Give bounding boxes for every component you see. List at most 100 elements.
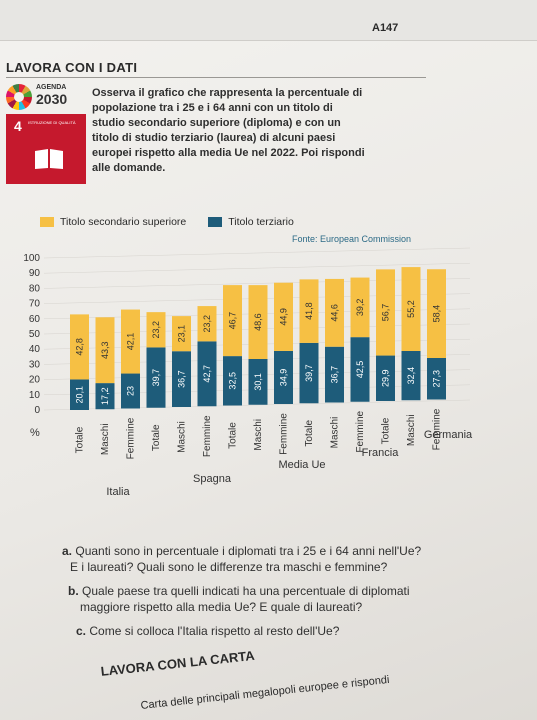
data-label-secondary: 39,2 xyxy=(355,299,365,317)
data-label-tertiary: 27,3 xyxy=(432,370,442,388)
category-label: Femmine xyxy=(355,410,366,452)
bar-secondary xyxy=(121,309,140,374)
data-label-tertiary: 30,1 xyxy=(253,373,263,391)
intro-line: europei rispetto alla media Ue nel 2022.… xyxy=(92,147,365,159)
bar-secondary xyxy=(401,267,421,352)
bar-secondary xyxy=(325,278,344,347)
category-label: Totale xyxy=(151,424,162,451)
category-label: Totale xyxy=(75,426,86,453)
data-label-tertiary: 42,7 xyxy=(202,365,212,383)
data-label-secondary: 43,3 xyxy=(100,341,110,359)
y-tick-label: 90 xyxy=(29,268,41,279)
data-label-tertiary: 36,7 xyxy=(177,370,187,388)
data-label-secondary: 44,9 xyxy=(279,308,289,326)
question-text: Quanti sono in percentuale i diplomati t… xyxy=(75,544,422,558)
bar-tertiary xyxy=(146,347,166,408)
bar-secondary xyxy=(197,306,217,342)
category-label: Maschi xyxy=(100,423,111,455)
sdg-number: 4 xyxy=(14,118,22,134)
question-letter: c. xyxy=(76,624,87,638)
bar-secondary xyxy=(299,279,319,343)
bar-secondary xyxy=(274,282,293,351)
question-a-line2: E i laureati? Quali sono le differenze t… xyxy=(70,560,388,574)
header-band xyxy=(0,0,537,41)
group-label: Italia xyxy=(106,486,130,498)
stacked-bar-chart: 0 10 20 30 40 50 60 70 80 90 100% 20,1 42,8 Totale 17,… xyxy=(23,247,473,498)
question-b-line2: maggiore rispetto alla media Ue? E quale… xyxy=(80,600,363,614)
data-label-secondary: 46,7 xyxy=(228,312,238,330)
group-label: Spagna xyxy=(193,473,232,485)
bar-tertiary xyxy=(401,351,421,401)
data-label-secondary: 58,4 xyxy=(432,305,442,323)
category-label: Femmine xyxy=(202,415,213,457)
bar-tertiary xyxy=(95,383,115,410)
data-label-tertiary: 20,1 xyxy=(75,386,85,404)
y-tick-label: 40 xyxy=(29,344,41,355)
bar-tertiary xyxy=(223,356,242,406)
category-label: Femmine xyxy=(279,413,290,455)
category-label: Totale xyxy=(304,419,315,446)
y-tick-label: 50 xyxy=(29,329,41,340)
legend-label-tertiary: Titolo terziario xyxy=(228,216,294,228)
bar-secondary xyxy=(427,269,446,359)
question-b-line1: b. Quale paese tra quelli indicati ha un… xyxy=(68,584,410,598)
y-tick-label: 20 xyxy=(29,375,41,386)
next-section-text: Carta delle principali megalopoli europe… xyxy=(140,673,390,712)
data-label-tertiary: 29,9 xyxy=(381,370,391,388)
data-label-tertiary: 36,7 xyxy=(330,366,340,384)
data-label-tertiary: 42,5 xyxy=(355,361,365,379)
bar-tertiary xyxy=(376,355,395,401)
y-axis-label: % xyxy=(30,427,40,439)
data-label-secondary: 44,6 xyxy=(330,304,340,322)
agenda-2030-logo-icon xyxy=(6,84,32,110)
chart-source: Fonte: European Commission xyxy=(292,234,412,244)
data-label-secondary: 48,6 xyxy=(253,313,263,331)
data-label-tertiary: 39,7 xyxy=(151,369,161,387)
legend-swatch-secondary xyxy=(40,217,54,227)
gridline xyxy=(43,278,471,289)
book-icon xyxy=(35,149,63,169)
y-tick-label: 80 xyxy=(29,283,41,294)
gridline xyxy=(43,247,471,259)
next-section-title: LAVORA CON LA CARTA xyxy=(100,647,256,679)
data-label-tertiary: 34,9 xyxy=(279,369,289,387)
bar-tertiary xyxy=(350,337,370,402)
category-label: Totale xyxy=(228,422,239,449)
bar-tertiary xyxy=(197,341,217,407)
bar-tertiary xyxy=(325,346,344,403)
bar-tertiary xyxy=(70,379,89,410)
y-tick-label: 0 xyxy=(34,405,40,416)
data-label-tertiary: 39,7 xyxy=(304,364,314,382)
sdg-goal-badge: 4 ISTRUZIONE DI QUALITÀ xyxy=(6,114,86,184)
bar-secondary xyxy=(95,317,115,384)
y-tick-label: 10 xyxy=(29,390,41,401)
exercise-instructions: Osserva il grafico che rappresenta la pe… xyxy=(92,86,432,176)
intro-line: alle domande. xyxy=(92,162,166,174)
legend-label-secondary: Titolo secondario superiore xyxy=(60,216,187,228)
group-label: Francia xyxy=(362,447,400,459)
agenda-year: 2030 xyxy=(36,91,68,107)
group-label: Germania xyxy=(424,429,473,441)
legend-swatch-tertiary xyxy=(208,217,223,227)
y-tick-label: 100 xyxy=(23,253,40,264)
bar-secondary xyxy=(172,316,191,352)
data-label-secondary: 23,2 xyxy=(151,321,161,339)
question-letter: b. xyxy=(68,584,79,598)
bar-secondary xyxy=(223,285,242,357)
bar-secondary xyxy=(350,277,370,338)
bar-tertiary xyxy=(172,351,191,407)
data-label-secondary: 23,1 xyxy=(177,325,187,343)
bar-tertiary xyxy=(274,350,293,404)
question-text: Quale paese tra quelli indicati ha una p… xyxy=(82,584,410,598)
data-label-tertiary: 32,5 xyxy=(228,372,238,390)
agenda-label: AGENDA xyxy=(36,84,67,91)
category-label: Maschi xyxy=(177,421,188,453)
question-text: Come si colloca l'Italia rispetto al res… xyxy=(89,624,340,638)
intro-line: popolazione tra i 25 e i 64 anni con un … xyxy=(92,102,333,114)
sdg-text: ISTRUZIONE DI QUALITÀ xyxy=(28,120,76,125)
y-tick-label: 60 xyxy=(29,314,41,325)
bar-tertiary xyxy=(121,373,140,409)
intro-line: Osserva il grafico che rappresenta la pe… xyxy=(92,87,363,99)
bar-secondary xyxy=(70,314,89,380)
